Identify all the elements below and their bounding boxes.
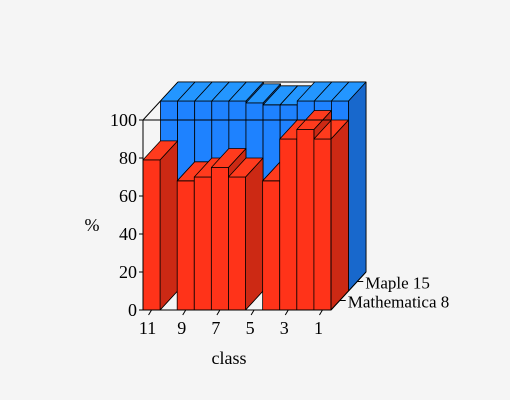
y-tick-label: 100	[110, 110, 137, 130]
x-tick-labels: 11 9 7 5 3 1	[139, 309, 323, 338]
x-tick	[182, 309, 187, 316]
frame-edge	[330, 271, 367, 311]
y-axis-title: %	[85, 215, 100, 235]
bar-marks	[142, 81, 367, 311]
bar-mathematica-8-11	[142, 140, 178, 311]
x-tick-label: 9	[177, 318, 186, 338]
y-tick-label: 0	[128, 300, 137, 320]
x-tick-label: 11	[139, 318, 156, 338]
x-tick-label: 3	[280, 318, 289, 338]
y-tick-label: 60	[119, 186, 137, 206]
x-tick	[319, 309, 323, 316]
y-tick-label: 80	[119, 148, 137, 168]
bar-mathematica-8-6	[228, 157, 264, 311]
x-tick-label: 7	[211, 318, 220, 338]
chart-front-frame	[142, 119, 367, 311]
depth-label-maple-15: Maple 15	[365, 274, 430, 293]
x-tick	[284, 309, 289, 316]
depth-label-mathematica-8: Mathematica 8	[348, 293, 450, 312]
y-tick-label: 20	[119, 262, 137, 282]
x-tick	[216, 309, 221, 316]
x-tick-label: 1	[314, 318, 323, 338]
x-tick	[148, 309, 152, 316]
y-tick-labels: 0 20 40 60 80 100	[110, 110, 143, 320]
x-axis-title: class	[212, 348, 247, 368]
x-tick-label: 5	[246, 318, 255, 338]
x-tick	[250, 309, 255, 316]
y-tick-label: 40	[119, 224, 137, 244]
